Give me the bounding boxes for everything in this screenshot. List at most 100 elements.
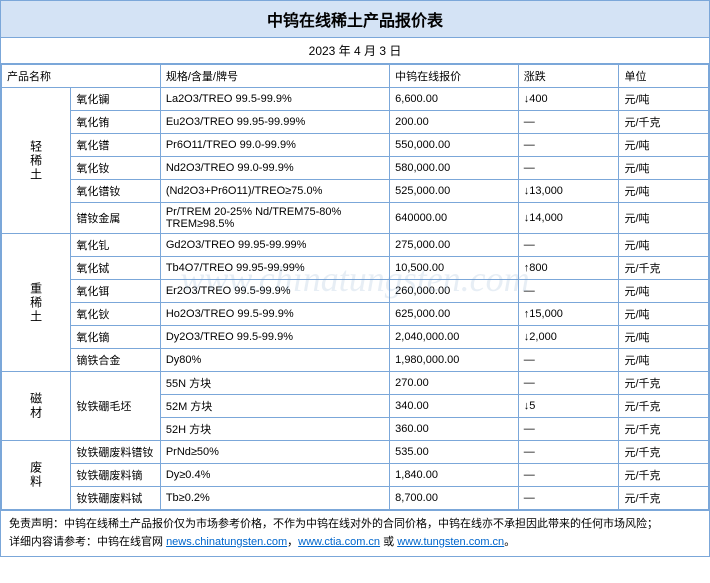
link-separator: 或	[380, 536, 397, 548]
product-cell: 氧化铕	[71, 111, 160, 134]
change-cell: ↓400	[518, 88, 619, 111]
price-cell: 2,040,000.00	[390, 326, 519, 349]
change-cell: —	[518, 487, 619, 510]
unit-cell: 元/吨	[619, 88, 709, 111]
product-cell: 氧化镧	[71, 88, 160, 111]
header-change: 涨跌	[518, 65, 619, 88]
price-cell: 550,000.00	[390, 134, 519, 157]
table-title: 中钨在线稀土产品报价表	[1, 1, 709, 38]
table-row: 镨钕金属Pr/TREM 20-25% Nd/TREM75-80% TREM≥98…	[2, 203, 709, 234]
price-table-container: 中钨在线稀土产品报价表 2023 年 4 月 3 日 产品名称 规格/含量/牌号…	[0, 0, 710, 557]
price-cell: 535.00	[390, 441, 519, 464]
price-cell: 580,000.00	[390, 157, 519, 180]
unit-cell: 元/千克	[619, 418, 709, 441]
disclaimer-text-1: 免责声明：中钨在线稀土产品报价仅为市场参考价格，不作为中钨在线对外的合同价格，中…	[9, 518, 658, 530]
spec-cell: La2O3/TREO 99.5-99.9%	[160, 88, 389, 111]
category-cell: 轻稀土	[2, 88, 71, 234]
unit-cell: 元/千克	[619, 441, 709, 464]
price-cell: 625,000.00	[390, 303, 519, 326]
table-row: 磁材钕铁硼毛坯55N 方块270.00—元/千克	[2, 372, 709, 395]
change-cell: —	[518, 280, 619, 303]
change-cell: ↓2,000	[518, 326, 619, 349]
spec-cell: 55N 方块	[160, 372, 389, 395]
unit-cell: 元/吨	[619, 157, 709, 180]
product-cell: 氧化镨	[71, 134, 160, 157]
table-row: 氧化钕Nd2O3/TREO 99.0-99.9%580,000.00—元/吨	[2, 157, 709, 180]
change-cell: ↓5	[518, 395, 619, 418]
category-cell: 重稀土	[2, 234, 71, 372]
spec-cell: (Nd2O3+Pr6O11)/TREO≥75.0%	[160, 180, 389, 203]
table-row: 氧化铕Eu2O3/TREO 99.95-99.99%200.00—元/千克	[2, 111, 709, 134]
change-cell: ↓14,000	[518, 203, 619, 234]
price-cell: 275,000.00	[390, 234, 519, 257]
product-cell: 钕铁硼废料铽	[71, 487, 160, 510]
price-cell: 6,600.00	[390, 88, 519, 111]
price-cell: 200.00	[390, 111, 519, 134]
table-row: 轻稀土氧化镧La2O3/TREO 99.5-99.9%6,600.00↓400元…	[2, 88, 709, 111]
change-cell: —	[518, 111, 619, 134]
unit-cell: 元/吨	[619, 180, 709, 203]
table-row: 重稀土氧化钆Gd2O3/TREO 99.95-99.99%275,000.00—…	[2, 234, 709, 257]
product-cell: 氧化镝	[71, 326, 160, 349]
price-cell: 1,840.00	[390, 464, 519, 487]
change-cell: —	[518, 441, 619, 464]
spec-cell: Pr/TREM 20-25% Nd/TREM75-80% TREM≥98.5%	[160, 203, 389, 234]
unit-cell: 元/吨	[619, 326, 709, 349]
disclaimer-link[interactable]: www.tungsten.com.cn	[397, 536, 504, 548]
product-cell: 镨钕金属	[71, 203, 160, 234]
unit-cell: 元/吨	[619, 303, 709, 326]
product-cell: 镝铁合金	[71, 349, 160, 372]
change-cell: —	[518, 372, 619, 395]
unit-cell: 元/吨	[619, 134, 709, 157]
price-cell: 270.00	[390, 372, 519, 395]
unit-cell: 元/千克	[619, 464, 709, 487]
header-price: 中钨在线报价	[390, 65, 519, 88]
table-row: 氧化镨Pr6O11/TREO 99.0-99.9%550,000.00—元/吨	[2, 134, 709, 157]
category-cell: 废料	[2, 441, 71, 510]
disclaimer-link[interactable]: www.ctia.com.cn	[298, 536, 380, 548]
change-cell: ↑15,000	[518, 303, 619, 326]
price-cell: 260,000.00	[390, 280, 519, 303]
unit-cell: 元/千克	[619, 257, 709, 280]
unit-cell: 元/吨	[619, 234, 709, 257]
spec-cell: Ho2O3/TREO 99.5-99.9%	[160, 303, 389, 326]
change-cell: —	[518, 234, 619, 257]
product-cell: 钕铁硼废料镨钕	[71, 441, 160, 464]
table-row: 氧化钬Ho2O3/TREO 99.5-99.9%625,000.00↑15,00…	[2, 303, 709, 326]
table-row: 氧化镝Dy2O3/TREO 99.5-99.9%2,040,000.00↓2,0…	[2, 326, 709, 349]
unit-cell: 元/吨	[619, 203, 709, 234]
price-cell: 8,700.00	[390, 487, 519, 510]
disclaimer-link[interactable]: news.chinatungsten.com	[166, 536, 287, 548]
table-row: 氧化镨钕(Nd2O3+Pr6O11)/TREO≥75.0%525,000.00↓…	[2, 180, 709, 203]
product-cell: 氧化钬	[71, 303, 160, 326]
table-row: 废料钕铁硼废料镨钕PrNd≥50%535.00—元/千克	[2, 441, 709, 464]
price-cell: 525,000.00	[390, 180, 519, 203]
disclaimer-text-2: 详细内容请参考：中钨在线官网	[9, 536, 166, 548]
table-date: 2023 年 4 月 3 日	[1, 38, 709, 64]
product-cell: 钕铁硼废料镝	[71, 464, 160, 487]
price-table: 产品名称 规格/含量/牌号 中钨在线报价 涨跌 单位 轻稀土氧化镧La2O3/T…	[1, 64, 709, 510]
change-cell: —	[518, 134, 619, 157]
change-cell: ↑800	[518, 257, 619, 280]
product-cell: 钕铁硼毛坯	[71, 372, 160, 441]
table-row: 氧化铒Er2O3/TREO 99.5-99.9%260,000.00—元/吨	[2, 280, 709, 303]
spec-cell: Tb4O7/TREO 99.95-99.99%	[160, 257, 389, 280]
table-row: 氧化铽Tb4O7/TREO 99.95-99.99%10,500.00↑800元…	[2, 257, 709, 280]
price-cell: 1,980,000.00	[390, 349, 519, 372]
header-product: 产品名称	[2, 65, 161, 88]
change-cell: —	[518, 418, 619, 441]
spec-cell: 52H 方块	[160, 418, 389, 441]
change-cell: —	[518, 464, 619, 487]
price-cell: 640000.00	[390, 203, 519, 234]
spec-cell: Pr6O11/TREO 99.0-99.9%	[160, 134, 389, 157]
table-row: 镝铁合金Dy80%1,980,000.00—元/吨	[2, 349, 709, 372]
price-cell: 10,500.00	[390, 257, 519, 280]
header-unit: 单位	[619, 65, 709, 88]
unit-cell: 元/吨	[619, 349, 709, 372]
spec-cell: 52M 方块	[160, 395, 389, 418]
link-separator: ，	[287, 536, 298, 548]
link-separator: 。	[504, 536, 515, 548]
unit-cell: 元/千克	[619, 395, 709, 418]
table-row: 钕铁硼废料镝Dy≥0.4%1,840.00—元/千克	[2, 464, 709, 487]
product-cell: 氧化钆	[71, 234, 160, 257]
